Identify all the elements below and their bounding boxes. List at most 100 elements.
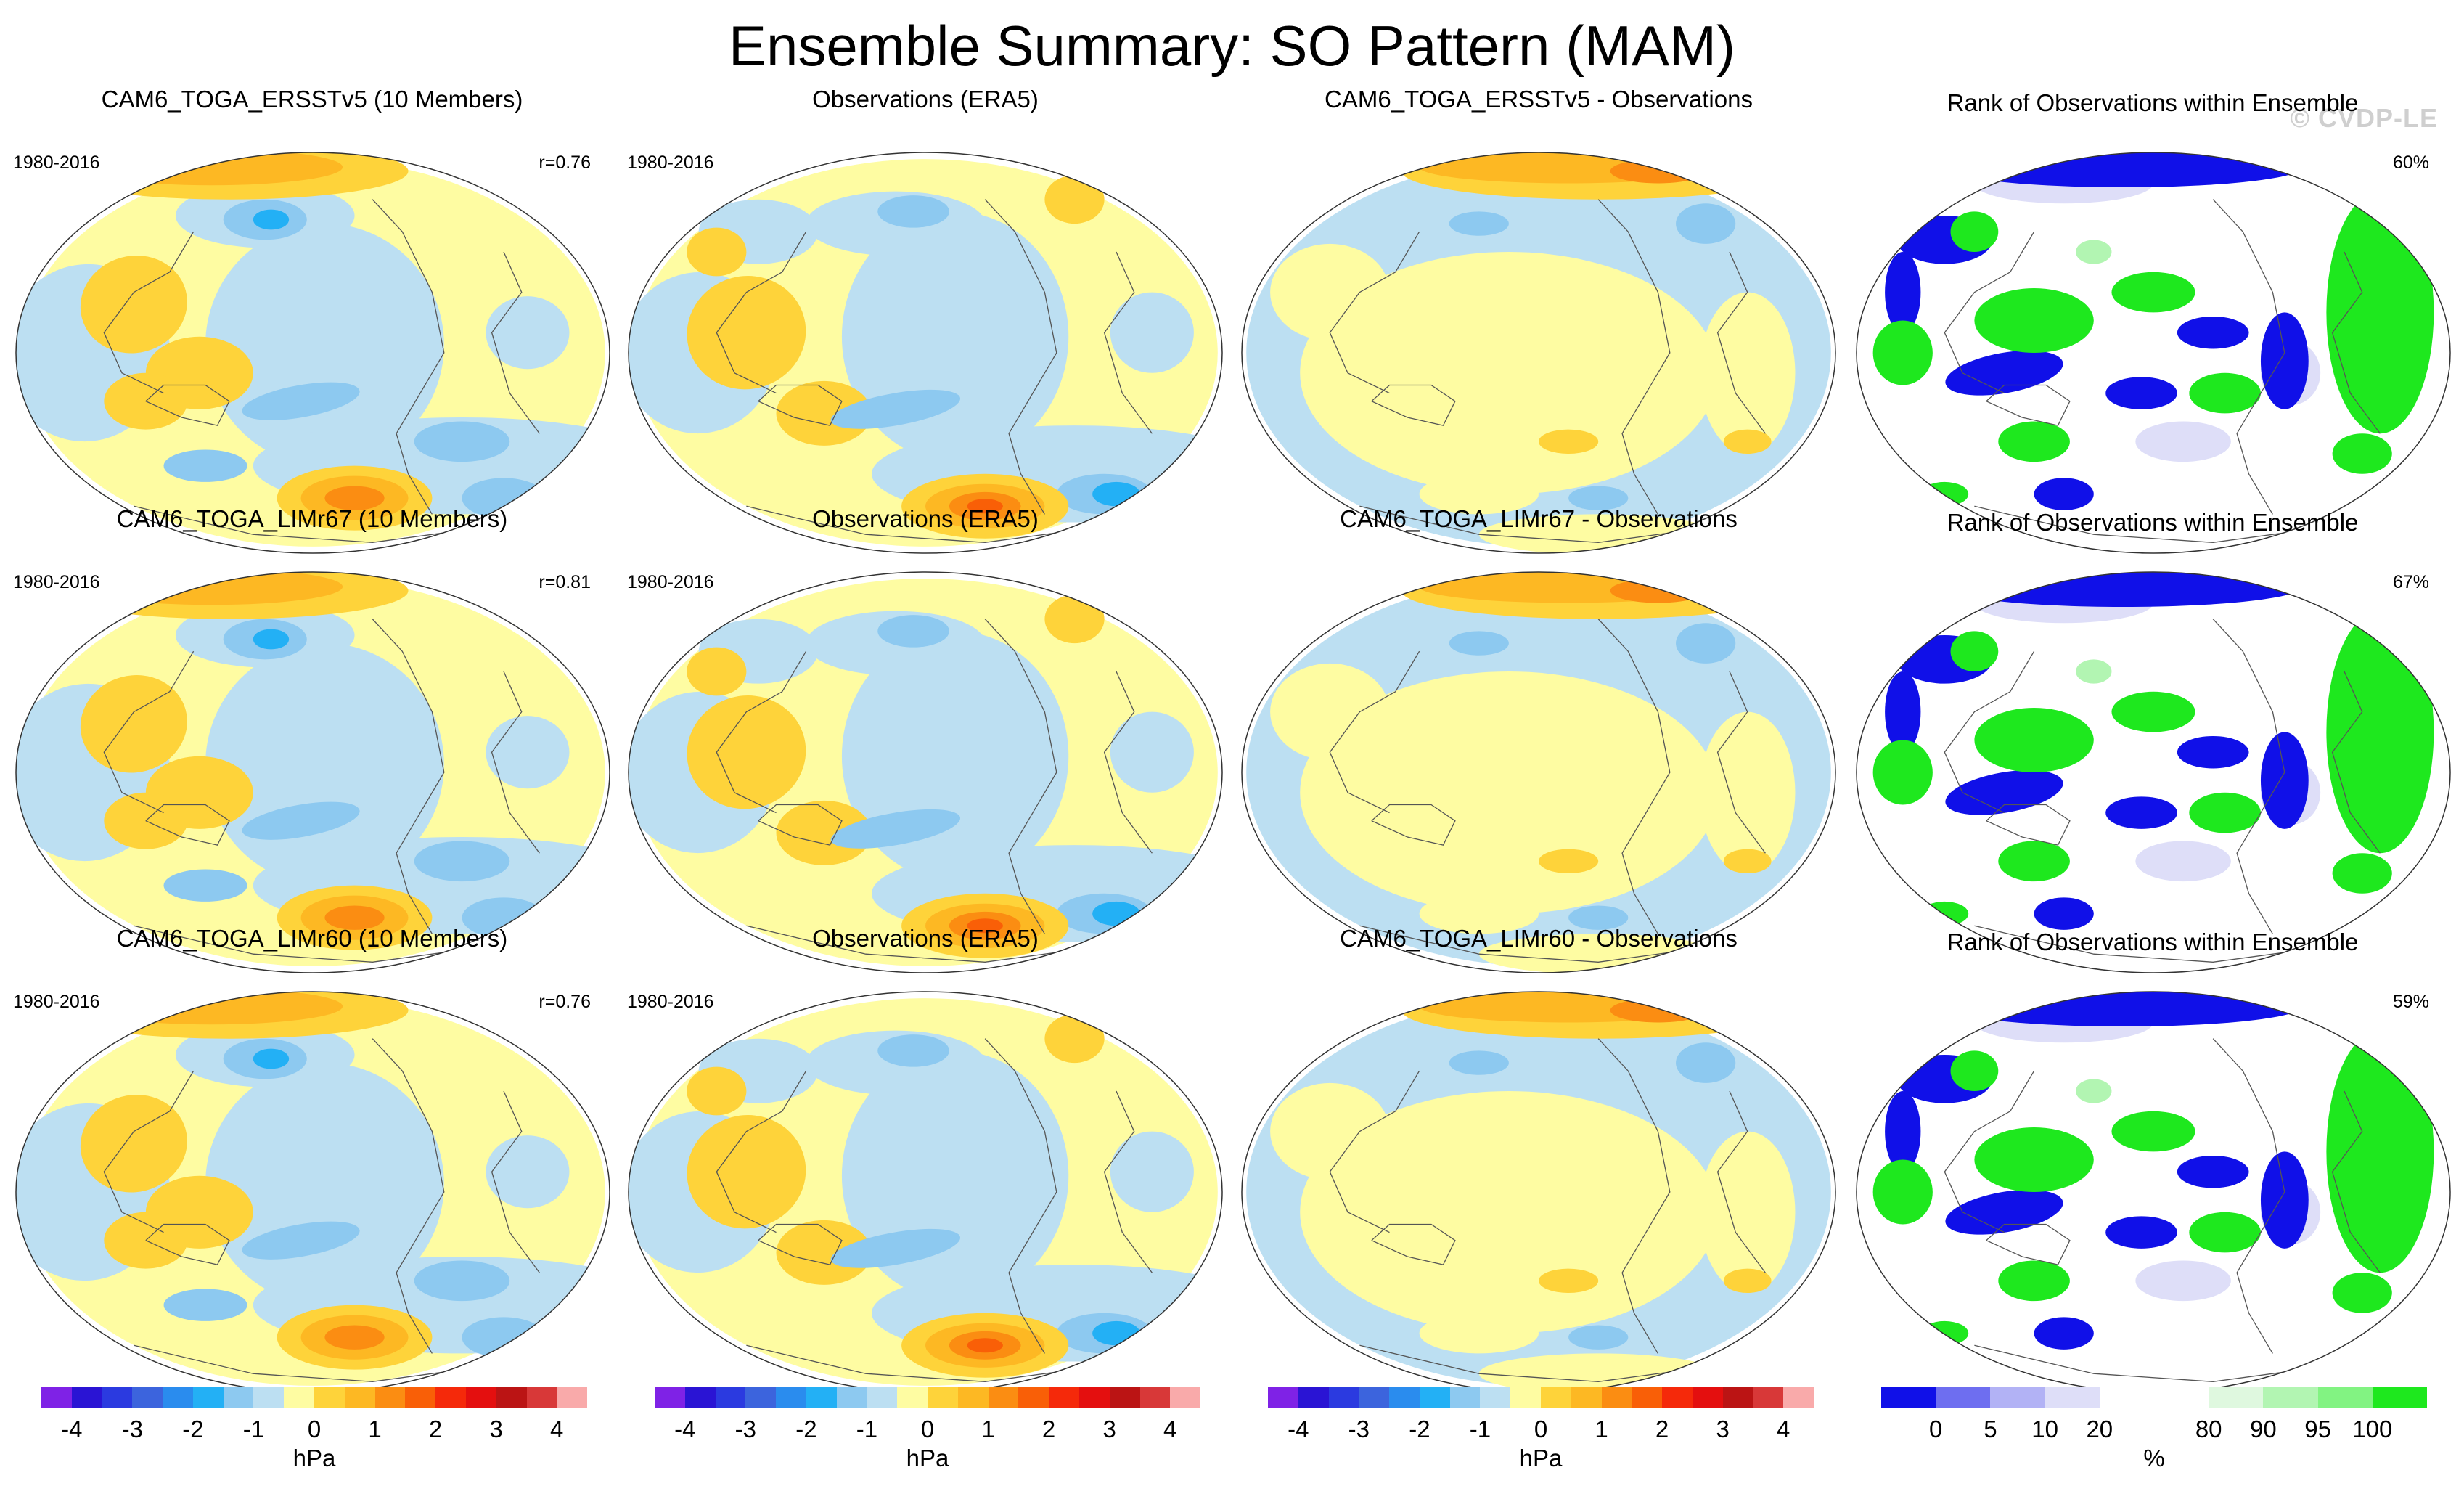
- colorbar-swatch: [2099, 1387, 2155, 1408]
- map-border: [1241, 152, 1836, 554]
- field-blob: [2260, 732, 2309, 829]
- field-blob: [1872, 320, 1933, 385]
- field-blob: [242, 801, 360, 840]
- field-blob: [2326, 1030, 2434, 1273]
- map-border: [1856, 152, 2451, 554]
- contour-field: [1246, 152, 1831, 553]
- field-blob: [1419, 473, 1539, 515]
- field-blob: [776, 380, 872, 446]
- field-blob: [1610, 579, 1706, 603]
- diff-map: [1241, 991, 1836, 1393]
- colorbar-tick-label: 0: [1929, 1416, 1943, 1442]
- field-blob: [2189, 1212, 2261, 1253]
- colorbar-swatch: [1139, 1387, 1171, 1408]
- colorbar-tick-label: -3: [1348, 1416, 1370, 1442]
- field-blob: [1110, 711, 1194, 793]
- field-blob: [687, 695, 806, 809]
- field-blob: [1885, 671, 1921, 753]
- diff-map: [1241, 571, 1836, 973]
- map-border: [628, 152, 1223, 554]
- contour-field: [1861, 152, 2446, 547]
- colorbar-swatch: [1541, 1387, 1571, 1408]
- field-blob: [80, 152, 343, 186]
- field-blob: [253, 629, 290, 650]
- field-blob: [1300, 1091, 1718, 1334]
- colorbar-swatch: [1881, 1387, 1936, 1408]
- colorbar-swatch: [1170, 1387, 1201, 1408]
- colorbar-tick-label: 80: [2195, 1416, 2222, 1442]
- field-blob: [877, 615, 949, 648]
- rank-map: [1856, 991, 2451, 1393]
- model-period-label: 1980-2016: [13, 152, 100, 173]
- colorbar-swatch: [928, 1387, 958, 1408]
- colorbar-tick-label: 0: [307, 1416, 322, 1442]
- colorbar-swatch: [684, 1387, 716, 1408]
- colorbar-tick-label: 20: [2086, 1416, 2113, 1442]
- rank-area-percent: 60%: [2392, 152, 2429, 173]
- colorbar-swatch: [806, 1387, 837, 1408]
- field-blob: [2105, 796, 2177, 829]
- field-blob: [324, 1325, 385, 1350]
- coastline: [716, 619, 1153, 963]
- field-blob: [1568, 905, 1629, 930]
- field-blob: [1872, 1159, 1933, 1225]
- field-blob: [1044, 595, 1105, 644]
- model-period-label: 1980-2016: [13, 572, 100, 592]
- colorbar-swatch: [314, 1387, 345, 1408]
- field-blob: [1974, 1127, 2094, 1192]
- field-blob: [1044, 175, 1105, 224]
- colorbar-tick-label: -2: [1409, 1416, 1430, 1442]
- field-blob: [967, 1338, 1003, 1353]
- contour-field: [1246, 992, 1831, 1392]
- obs-period-label: 1980-2016: [627, 572, 714, 592]
- colorbar-tick-label: 2: [1041, 1416, 1056, 1442]
- field-blob: [253, 209, 290, 230]
- field-blob: [242, 382, 360, 420]
- colorbar-swatch: [957, 1387, 989, 1408]
- obs-period-label: 1980-2016: [627, 992, 714, 1012]
- diff-panel-title: CAM6_TOGA_LIMr67 - Observations: [1340, 505, 1738, 532]
- colorbar-swatch: [1936, 1387, 1991, 1408]
- field-blob: [2332, 1273, 2392, 1313]
- field-blob: [414, 1260, 510, 1302]
- field-blob: [2260, 1151, 2309, 1249]
- colorbar-swatch: [1328, 1387, 1359, 1408]
- colorbar-swatch: [2317, 1387, 2373, 1408]
- colorbar-swatch: [374, 1387, 406, 1408]
- field-blob: [1539, 429, 1599, 454]
- field-blob: [1945, 350, 2063, 396]
- field-blob: [2189, 372, 2261, 414]
- colorbar-swatch: [1571, 1387, 1602, 1408]
- field-blob: [1699, 292, 1796, 454]
- field-blob: [253, 1048, 290, 1069]
- field-blob: [2260, 312, 2309, 409]
- colorbar-tick-label: 1: [368, 1416, 382, 1442]
- field-blob: [80, 572, 343, 605]
- colorbar-tick-label: 1: [981, 1416, 995, 1442]
- field-blob: [1920, 1320, 1969, 1346]
- field-blob: [1885, 1091, 1921, 1172]
- model-map: [15, 571, 610, 973]
- rank-panel-title: Rank of Observations within Ensemble: [1947, 509, 2359, 536]
- colorbar-swatch: [2209, 1387, 2264, 1408]
- coastline: [103, 199, 540, 543]
- field-blob: [2177, 1155, 2249, 1188]
- colorbar-rank: [1881, 1387, 2428, 1408]
- field-blob: [830, 389, 961, 429]
- field-blob: [687, 647, 747, 696]
- colorbar-swatch: [715, 1387, 746, 1408]
- obs-panel-title: Observations (ERA5): [812, 505, 1039, 532]
- colorbar-swatch: [1692, 1387, 1723, 1408]
- field-blob: [1885, 252, 1921, 333]
- colorbar-swatch: [526, 1387, 557, 1408]
- colorbar-swatch: [1389, 1387, 1420, 1408]
- field-blob: [1945, 1189, 2063, 1235]
- field-blob: [486, 1135, 570, 1209]
- colorbar-swatch: [435, 1387, 466, 1408]
- field-blob: [877, 1034, 949, 1067]
- colorbar-swatch: [1078, 1387, 1110, 1408]
- field-blob: [1449, 1050, 1509, 1075]
- colorbar-tick-label: 2: [428, 1416, 443, 1442]
- field-blob: [2326, 611, 2434, 854]
- colorbar-swatch: [41, 1387, 72, 1408]
